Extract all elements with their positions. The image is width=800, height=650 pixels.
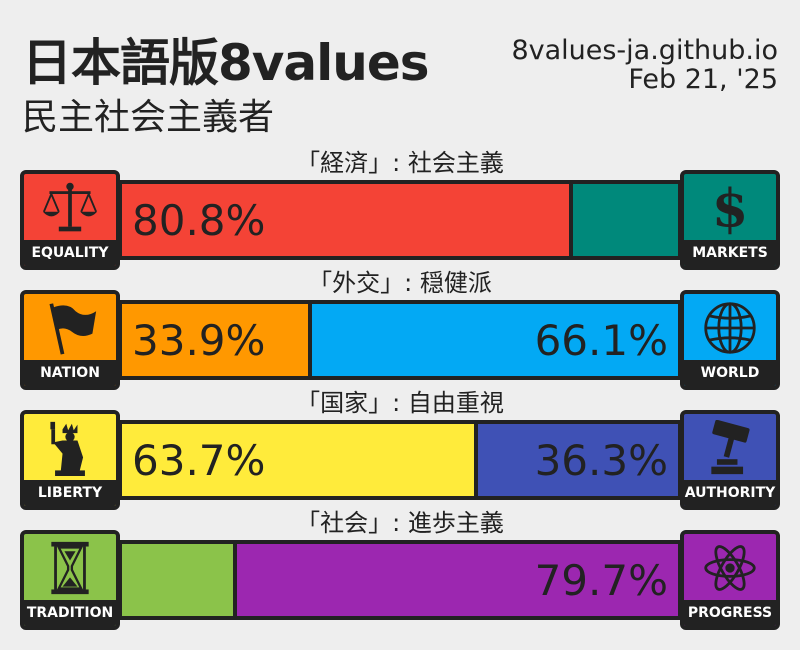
equality-label: EQUALITY [24, 240, 116, 266]
equality-icon-box: EQUALITY [20, 170, 120, 270]
flag-icon [49, 303, 97, 355]
axis-label-economic: 「経済」: 社会主義 [296, 149, 504, 177]
ideology-label: 民主社会主義者 [22, 97, 275, 138]
civil-bar: 63.7% 36.3% [118, 420, 682, 500]
axis-label-societal: 「社会」: 進歩主義 [296, 509, 504, 537]
nation-label: NATION [24, 360, 116, 386]
dollar-icon: $ [712, 180, 748, 236]
nation-icon-box: NATION [20, 290, 120, 390]
site-info: 8values-ja.github.io Feb 21, '25 [511, 36, 778, 94]
tradition-segment [122, 544, 233, 616]
nation-percent: 33.9% [132, 315, 266, 365]
equality-segment: 80.8% [122, 184, 569, 256]
liberty-percent: 63.7% [132, 435, 266, 485]
gavel-icon [711, 420, 750, 475]
hourglass-icon [51, 541, 89, 595]
page-title: 日本語版8values [22, 34, 430, 92]
nation-segment: 33.9% [122, 304, 308, 376]
world-icon-box: WORLD [680, 290, 780, 390]
liberty-label: LIBERTY [24, 480, 116, 506]
tradition-label: TRADITION [24, 600, 116, 626]
equality-percent: 80.8% [132, 195, 266, 245]
world-segment: 66.1% [312, 304, 678, 376]
world-label: WORLD [684, 360, 776, 386]
diplomatic-bar: 33.9% 66.1% [118, 300, 682, 380]
progress-label: PROGRESS [684, 600, 776, 626]
authority-segment: 36.3% [478, 424, 678, 496]
societal-bar: 79.7% [118, 540, 682, 620]
markets-icon-box: $ MARKETS [680, 170, 780, 270]
progress-percent: 79.7% [534, 555, 668, 605]
markets-segment [573, 184, 678, 256]
world-percent: 66.1% [534, 315, 668, 365]
authority-percent: 36.3% [534, 435, 668, 485]
progress-segment: 79.7% [237, 544, 678, 616]
result-date: Feb 21, '25 [628, 64, 778, 95]
site-url: 8values-ja.github.io [511, 35, 778, 66]
svg-text:$: $ [712, 180, 748, 236]
atom-icon [704, 545, 756, 591]
tradition-icon-box: TRADITION [20, 530, 120, 630]
globe-icon [704, 302, 756, 354]
progress-icon-box: PROGRESS [680, 530, 780, 630]
liberty-icon-box: LIBERTY [20, 410, 120, 510]
scales-icon [42, 182, 98, 232]
markets-label: MARKETS [684, 240, 776, 266]
liberty-segment: 63.7% [122, 424, 474, 496]
axis-label-diplomatic: 「外交」: 穏健派 [308, 269, 492, 297]
authority-icon-box: AUTHORITY [680, 410, 780, 510]
economic-bar: 80.8% [118, 180, 682, 260]
statue-icon [50, 421, 85, 476]
axis-label-civil: 「国家」: 自由重視 [296, 389, 504, 417]
authority-label: AUTHORITY [684, 480, 776, 506]
